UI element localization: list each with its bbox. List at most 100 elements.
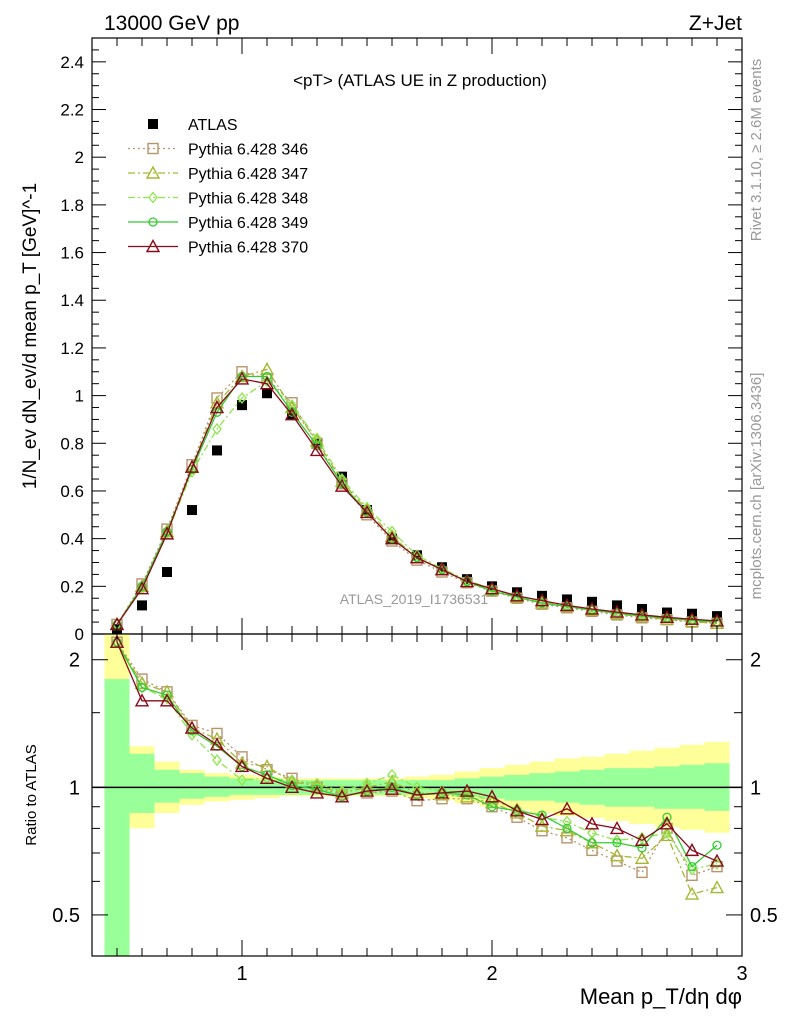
data-point [462, 574, 472, 585]
ratio-y-axis: 0.5 0.5 1 1 2 2 [52, 650, 778, 927]
ratio-series-layer [109, 634, 725, 900]
data-point [284, 779, 300, 794]
legend-label: Pythia 6.428 348 [188, 191, 308, 208]
data-point [409, 787, 425, 801]
data-point [159, 684, 175, 698]
data-point [659, 609, 675, 624]
data-point [586, 844, 598, 857]
data-point [359, 504, 375, 519]
legend-marker [145, 165, 161, 179]
data-point [259, 770, 275, 785]
y-tick-label: 0.8 [60, 434, 84, 453]
series-line [116, 641, 718, 871]
y-tick-label: 2.2 [60, 101, 84, 120]
data-point [159, 524, 175, 538]
data-point [359, 779, 375, 794]
data-point [612, 834, 622, 847]
data-point [184, 720, 200, 734]
data-point [684, 886, 700, 900]
legend: ATLAS Pythia 6.428 346 Pythia 6.428 347 Pyt… [128, 117, 308, 257]
data-point [384, 531, 400, 545]
data-point [411, 794, 423, 807]
y-tick-label: 2 [75, 148, 84, 167]
data-point [709, 613, 725, 627]
data-point [709, 880, 725, 894]
data-point [262, 388, 272, 399]
data-point [159, 693, 175, 707]
series-line [116, 368, 718, 625]
data-point [434, 562, 450, 576]
ratio-y-axis-label: Ratio to ATLAS [23, 744, 40, 845]
data-point [209, 400, 225, 414]
stat-uncertainty-band [154, 769, 180, 803]
rivet-label: Rivet 3.1.10, ≥ 2.6M events [748, 59, 765, 242]
y-tick-label: 1.8 [60, 196, 84, 215]
data-point [559, 597, 575, 612]
data-point [684, 611, 700, 625]
legend-entry: Pythia 6.428 348 [128, 191, 308, 208]
data-point [359, 783, 375, 797]
data-point [637, 843, 647, 853]
data-point [636, 866, 648, 879]
stat-uncertainty-band [179, 773, 205, 799]
series-line [116, 641, 718, 862]
legend-marker [145, 239, 161, 253]
y-tick-label: 2 [69, 650, 80, 672]
data-point [109, 634, 125, 648]
data-point [561, 832, 573, 844]
data-point [662, 827, 672, 840]
data-point [412, 549, 422, 562]
y-tick-label: 0.5 [52, 905, 80, 927]
header-left: 13000 GeV pp [104, 12, 239, 35]
data-point [137, 681, 147, 694]
data-point [712, 857, 722, 870]
data-point [212, 753, 222, 767]
data-point [134, 693, 150, 707]
data-point [584, 601, 600, 615]
legend-label: ATLAS [188, 117, 238, 134]
data-point [287, 399, 297, 412]
data-point [237, 400, 247, 411]
main-x-axis [116, 38, 743, 634]
data-point [134, 578, 150, 593]
data-point [284, 407, 300, 421]
series-line [116, 380, 718, 625]
x-tick-label: 2 [486, 963, 497, 985]
series-4 [109, 634, 725, 867]
legend-entry: Pythia 6.428 349 [128, 215, 308, 232]
y-tick-label: 1.6 [60, 244, 84, 263]
data-point [209, 737, 225, 751]
data-point [609, 848, 625, 862]
data-point [159, 526, 175, 540]
data-point [684, 842, 700, 857]
data-point [162, 690, 172, 700]
y-tick-label-right: 1 [750, 777, 761, 799]
legend-label: Pythia 6.428 347 [188, 166, 308, 183]
data-point [559, 801, 575, 815]
main-y-axis: 0 0.2 0.4 0.6 0.8 1 1.2 1.4 1.6 1.8 2 2.2 2.4 [60, 37, 742, 644]
data-point [459, 783, 475, 797]
data-point [634, 832, 650, 846]
data-point [237, 391, 247, 405]
legend-marker [148, 217, 158, 227]
data-point [337, 785, 347, 798]
data-point [262, 371, 272, 382]
data-point [509, 803, 525, 817]
data-point [237, 774, 247, 787]
legend-entry: Pythia 6.428 370 [128, 239, 308, 257]
ratio-panel: 0.5 0.5 1 1 2 2 1 2 3 Ratio to ATLAS Mean p_T/d… [23, 633, 778, 1009]
data-point [609, 604, 625, 618]
y-tick-label-right: 2 [750, 650, 761, 672]
data-point [534, 593, 550, 607]
data-point [562, 823, 572, 834]
ratio-x-axis: 1 2 3 [116, 634, 748, 985]
data-point [634, 607, 650, 621]
legend-entry: Pythia 6.428 347 [128, 165, 308, 183]
data-point [234, 755, 250, 769]
y-tick-label-right: 0.5 [750, 905, 778, 927]
data-point [687, 861, 697, 872]
data-point [134, 581, 150, 595]
legend-label: Pythia 6.428 349 [188, 215, 308, 232]
x-tick-label: 1 [236, 963, 247, 985]
